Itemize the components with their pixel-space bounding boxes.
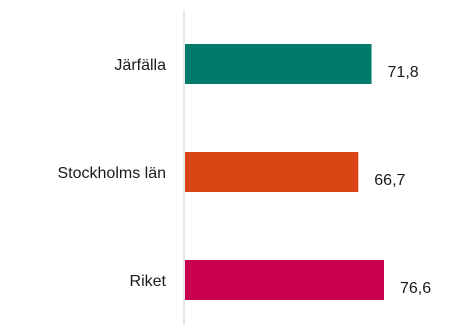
category-label: Riket [130,273,167,290]
data-label: 66,7 [374,172,405,189]
category-label: Stockholms län [58,165,167,182]
data-label: 71,8 [388,64,419,81]
category-label: Järfälla [114,57,166,74]
bar [185,44,372,84]
bar [185,152,359,192]
bar [185,260,384,300]
data-label: 76,6 [400,280,431,297]
